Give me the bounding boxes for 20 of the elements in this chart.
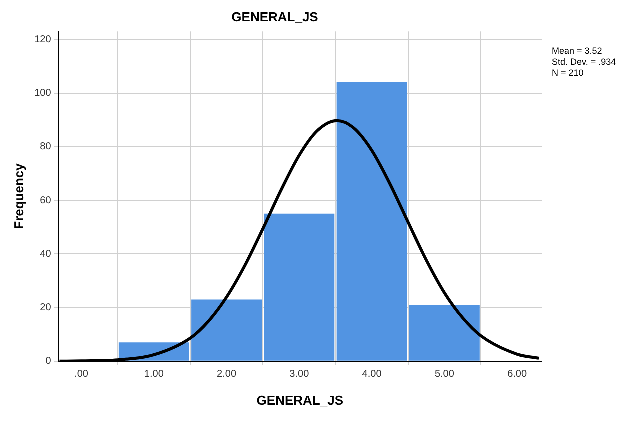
y-tick-label: 80: [40, 142, 52, 153]
x-tick-label: 5.00: [434, 369, 455, 380]
text: Std. Dev. = .934: [552, 57, 616, 68]
y-tick-label: 40: [40, 248, 52, 260]
x-tick-label: 2.00: [217, 369, 237, 380]
y-tick-label: 120: [34, 34, 52, 46]
x-tick-label: 4.00: [362, 369, 382, 380]
y-tick-label: 0: [46, 356, 52, 368]
x-axis-title: GENERAL_JS: [256, 392, 344, 408]
x-tick-label: 3.00: [290, 369, 310, 380]
y-axis-title: Frequency: [11, 162, 26, 230]
y-tick-label: 100: [34, 88, 52, 100]
y-tick-label: 20: [40, 302, 52, 314]
text: N = 210: [552, 68, 585, 79]
x-tick-label: 6.00: [508, 369, 528, 380]
chart-title: GENERAL_JS: [232, 9, 319, 24]
y-tick-label: 60: [40, 195, 52, 206]
text: Mean = 3.52: [552, 46, 604, 57]
x-tick-label: .00: [74, 369, 89, 380]
x-tick-label: 1.00: [144, 369, 164, 380]
